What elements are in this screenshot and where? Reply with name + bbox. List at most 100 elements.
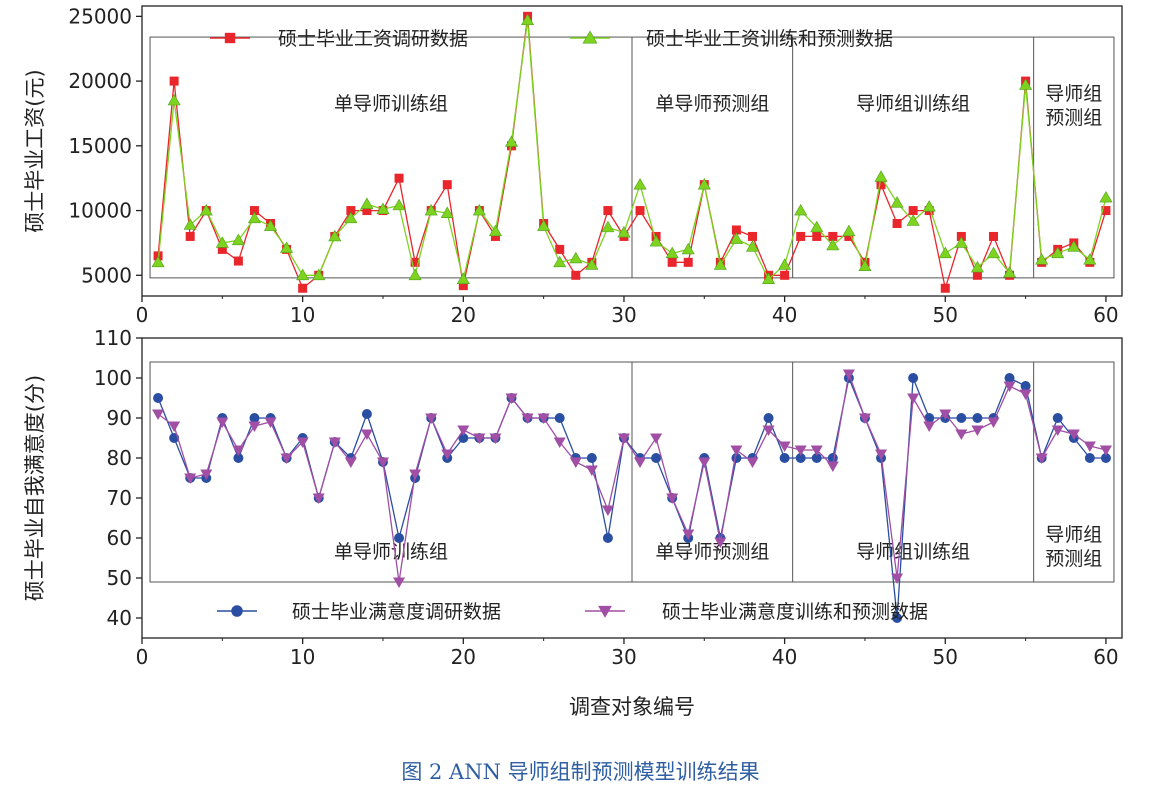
data-point <box>328 229 342 242</box>
data-point <box>746 457 759 468</box>
data-point <box>167 93 181 106</box>
data-point <box>199 203 213 216</box>
y-tick-label: 20000 <box>68 69 132 93</box>
x-tick-label: 10 <box>290 303 315 327</box>
data-point <box>151 255 165 268</box>
data-point <box>779 453 790 463</box>
data-point <box>521 13 535 26</box>
data-point <box>585 258 599 270</box>
data-point <box>1035 253 1049 265</box>
data-point <box>344 211 358 224</box>
data-point <box>280 453 293 464</box>
legend-marker <box>224 32 236 44</box>
data-point <box>762 425 775 436</box>
data-point <box>409 469 422 480</box>
data-point <box>169 76 179 86</box>
data-point <box>683 257 693 267</box>
data-point <box>650 433 663 444</box>
data-point <box>458 281 468 291</box>
data-point <box>780 270 790 280</box>
data-point <box>1020 381 1031 391</box>
data-point <box>954 236 968 248</box>
data-point <box>296 437 309 448</box>
data-point <box>908 373 919 383</box>
data-point <box>521 413 534 424</box>
data-point <box>1101 206 1111 216</box>
data-point <box>458 433 469 443</box>
data-point <box>665 246 679 259</box>
series-line-triangle-down <box>157 371 1107 583</box>
data-point <box>666 493 679 504</box>
data-point <box>810 445 823 456</box>
data-point <box>553 437 566 448</box>
data-point <box>617 225 631 238</box>
data-point <box>730 445 743 456</box>
data-point <box>1099 445 1112 456</box>
group-label-2: 单导师预测组 <box>655 541 769 563</box>
x-tick-label: 50 <box>933 645 958 669</box>
x-tick-label: 60 <box>1093 645 1118 669</box>
data-point <box>1019 78 1033 90</box>
plot-frame-1 <box>141 5 1123 297</box>
data-point <box>280 241 294 253</box>
data-point <box>1083 441 1096 452</box>
data-point <box>249 413 260 423</box>
x-tick-label: 60 <box>1093 303 1118 327</box>
data-point <box>1084 453 1095 463</box>
y-tick-label: 50 <box>107 566 132 590</box>
data-point <box>441 449 454 460</box>
x-tick-label: 10 <box>290 645 315 669</box>
data-point <box>795 453 806 463</box>
data-point <box>376 457 389 468</box>
data-point <box>505 393 518 404</box>
data-point <box>554 413 565 423</box>
data-point <box>731 225 741 235</box>
data-point <box>1067 429 1080 440</box>
y-tick-label: 15000 <box>68 134 132 158</box>
group-label-4: 导师组 <box>1045 524 1102 546</box>
data-point <box>248 421 261 432</box>
y-tick-label: 110 <box>94 326 132 350</box>
data-point <box>651 453 662 463</box>
data-point <box>794 445 807 456</box>
group-label-1: 单导师训练组 <box>334 541 448 563</box>
x-tick-label: 0 <box>136 303 149 327</box>
data-point <box>376 202 390 215</box>
legend-label: 硕士毕业工资调研数据 <box>278 28 468 50</box>
data-point <box>504 135 519 147</box>
data-point <box>200 469 213 480</box>
y-tick-label: 5000 <box>81 263 132 287</box>
data-point <box>555 244 565 254</box>
data-point <box>986 246 1000 259</box>
data-point <box>812 231 822 241</box>
data-point <box>714 537 727 548</box>
y-tick-label: 60 <box>107 526 132 550</box>
data-point <box>602 533 613 543</box>
data-point <box>183 218 197 230</box>
data-point <box>617 433 630 444</box>
data-point <box>571 270 581 280</box>
data-point <box>890 196 904 208</box>
legend-label: 硕士毕业工资训练和预测数据 <box>646 28 893 50</box>
data-point <box>987 417 1000 428</box>
data-point <box>346 206 356 216</box>
data-point <box>328 437 341 448</box>
data-point <box>633 178 647 190</box>
data-point <box>442 180 452 190</box>
data-point <box>264 417 277 428</box>
data-point <box>922 200 936 212</box>
data-point <box>729 232 743 244</box>
data-point <box>569 457 582 468</box>
data-point <box>424 203 438 216</box>
data-point <box>698 457 711 468</box>
data-point <box>763 413 774 423</box>
x-tick-label: 40 <box>772 645 797 669</box>
data-point <box>184 473 197 484</box>
data-point <box>649 235 663 247</box>
data-point <box>457 425 470 436</box>
data-point <box>778 258 792 270</box>
data-point <box>828 231 838 241</box>
x-axis-label: 调查对象编号 <box>569 695 695 719</box>
data-point <box>940 283 950 293</box>
